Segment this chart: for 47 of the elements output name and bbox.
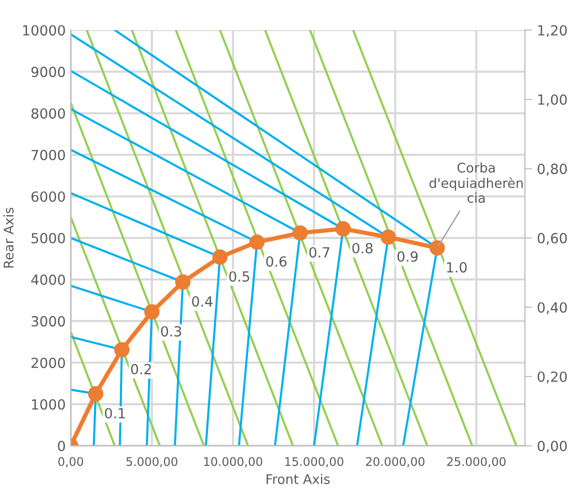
y2-tick-label: 0,80 — [538, 164, 567, 176]
y2-tick-label: 0,60 — [538, 232, 567, 245]
annotation: 0.6 — [266, 256, 287, 267]
y-tick-label: 9000 — [31, 66, 65, 78]
y-tick-label: 7000 — [32, 150, 65, 160]
x-tick-label: 25.000,00 — [447, 457, 506, 468]
point — [144, 304, 160, 320]
y-tick-label: 0 — [58, 440, 65, 452]
annotation: 0.3 — [161, 326, 182, 337]
y2-tick-label: 1,00 — [538, 94, 567, 106]
annotation: 0.9 — [397, 251, 418, 262]
point — [430, 240, 445, 256]
point — [88, 386, 104, 402]
point — [335, 221, 351, 236]
x-tick-label: 20.000,00 — [366, 457, 424, 468]
point — [380, 229, 396, 245]
point — [114, 342, 130, 358]
point — [249, 234, 265, 250]
x-axis-title: Front Axis — [266, 474, 330, 484]
annotation: 0.1 — [104, 408, 125, 418]
y-tick-label: 5000 — [32, 232, 65, 244]
y-tick-label: 3000 — [32, 316, 65, 327]
x-tick-label: 10.000,00 — [204, 457, 262, 468]
point — [175, 274, 190, 290]
x-tick-label: 0,00 — [58, 457, 84, 468]
y2-tick-label: 1,20 — [538, 25, 567, 38]
annotation: 0.8 — [352, 242, 373, 254]
annotation: 0.2 — [131, 364, 151, 374]
y-tick-label: 10000 — [23, 25, 65, 36]
y-tick-label: 4000 — [31, 274, 65, 285]
y-axis-title: Rear Axis — [3, 208, 14, 268]
x-tick-label: 5.000,00 — [126, 457, 178, 468]
x-tick-label: 15.000,00 — [285, 457, 344, 468]
y-tick-label: 2000 — [32, 358, 65, 368]
y2-tick-label: 0,40 — [538, 302, 567, 314]
annotation: 0.7 — [309, 247, 330, 258]
point — [292, 225, 308, 241]
point — [212, 249, 228, 265]
y-tick-label: 6000 — [31, 191, 65, 202]
annotation: Corba d'equiadherèn cia — [429, 162, 523, 203]
annotation: 0.4 — [192, 296, 212, 307]
y-tick-label: 1000 — [32, 399, 65, 410]
y2-tick-label: 0,00 — [538, 440, 567, 453]
annotation: 1.0 — [447, 262, 467, 273]
y2-tick-label: 0,20 — [538, 371, 567, 384]
annotation: 0.5 — [229, 271, 250, 282]
y-tick-label: 8000 — [31, 108, 65, 119]
